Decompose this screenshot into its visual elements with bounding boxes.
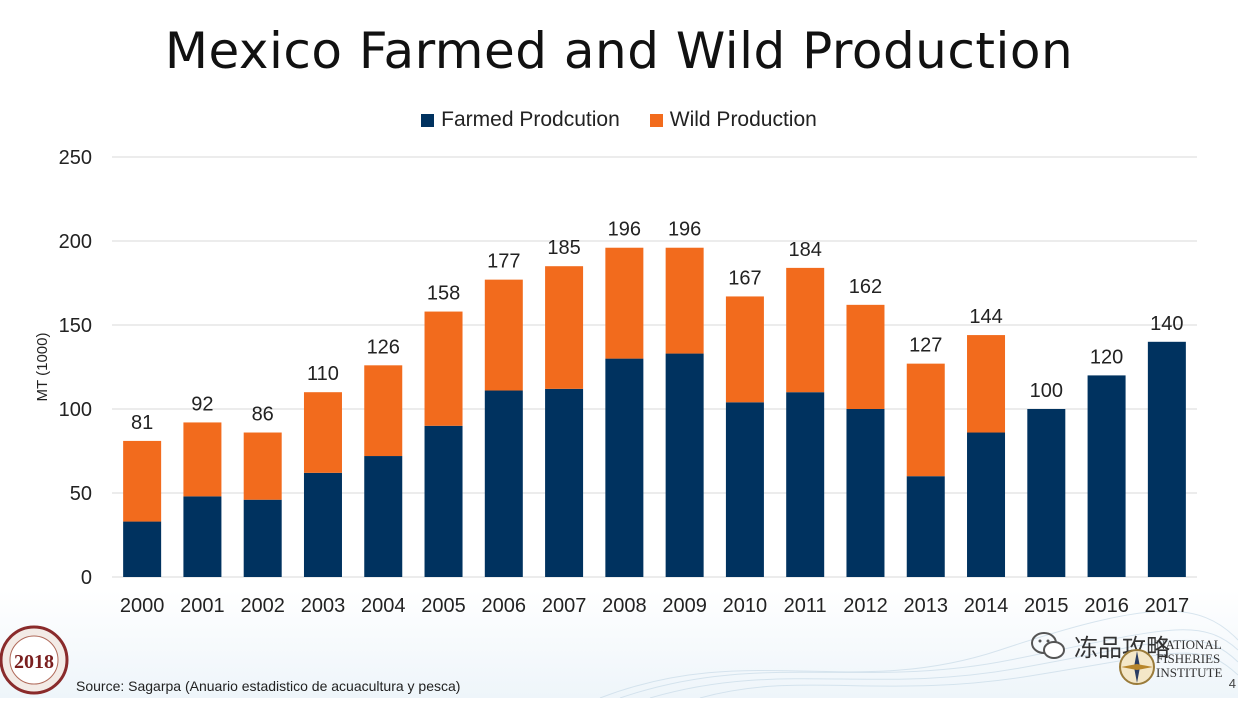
source-note: Source: Sagarpa (Anuario estadistico de …	[76, 678, 461, 694]
bar-wild	[725, 296, 764, 403]
data-label-total: 167	[728, 267, 761, 289]
x-tick-label: 2006	[482, 595, 527, 617]
bar-farmed	[243, 499, 282, 577]
y-tick-label: 100	[59, 399, 92, 421]
bar-farmed	[967, 432, 1006, 577]
bar-wild	[605, 247, 644, 359]
x-tick-label: 2017	[1145, 595, 1190, 617]
bar-farmed	[846, 409, 885, 577]
y-tick-label: 150	[59, 315, 92, 337]
y-tick-label: 250	[59, 147, 92, 169]
bar-farmed	[484, 390, 523, 577]
data-label-total: 140	[1150, 313, 1183, 335]
x-tick-label: 2009	[662, 595, 707, 617]
x-tick-label: 2010	[723, 595, 768, 617]
bar-wild	[665, 247, 704, 354]
data-label-total: 81	[131, 412, 153, 434]
x-tick-label: 2005	[421, 595, 466, 617]
data-label-total: 126	[367, 336, 400, 358]
data-label-total: 184	[789, 239, 822, 261]
institute-badge	[1118, 645, 1156, 694]
bar-farmed	[605, 358, 644, 577]
bar-farmed	[725, 402, 764, 577]
x-tick-label: 2016	[1084, 595, 1129, 617]
x-tick-label: 2000	[120, 595, 165, 617]
bar-farmed	[1087, 375, 1126, 577]
bar-wild	[303, 392, 342, 473]
bar-wild	[484, 279, 523, 391]
legend-label-wild: Wild Production	[669, 108, 817, 131]
bar-farmed	[123, 521, 162, 577]
data-label-total: 177	[487, 251, 520, 273]
data-label-total: 196	[668, 219, 701, 241]
bar-farmed	[364, 456, 403, 577]
page-number: 4	[1228, 676, 1236, 691]
x-tick-label: 2013	[904, 595, 949, 617]
bar-farmed	[183, 496, 222, 577]
bar-wild	[906, 363, 945, 477]
bar-farmed	[1027, 409, 1066, 577]
bar-farmed	[303, 472, 342, 577]
bar-wild	[183, 422, 222, 497]
bar-farmed	[665, 353, 704, 577]
bar-farmed	[424, 425, 463, 577]
data-label-total: 92	[191, 393, 213, 415]
legend-swatch-farmed	[421, 113, 435, 127]
data-label-total: 144	[969, 306, 1002, 328]
x-tick-label: 2008	[602, 595, 647, 617]
data-label-total: 127	[909, 335, 942, 357]
bar-farmed	[786, 392, 825, 577]
chart-legend: Farmed Prodcution Wild Production	[0, 108, 1238, 132]
conference-logo: 2018	[0, 622, 76, 703]
wechat-icon	[1031, 631, 1065, 659]
institute-logo-text: NATIONAL FISHERIES INSTITUTE	[1156, 638, 1238, 680]
x-tick-label: 2011	[784, 595, 827, 617]
bar-wild	[786, 267, 825, 393]
bar-wild	[967, 335, 1006, 433]
institute-line-1: NATIONAL	[1156, 637, 1222, 652]
y-axis-label: MT (1000)	[34, 333, 51, 402]
bar-chart: 0 50 100 150 200 250 MT (1000) 81 2000 92 2001 86 20…	[34, 147, 1197, 617]
conference-seal-icon: 2018	[0, 625, 69, 695]
data-label-total: 158	[427, 283, 460, 305]
x-tick-label: 2002	[240, 595, 285, 617]
data-label-total: 100	[1030, 380, 1063, 402]
data-label-total: 185	[547, 237, 580, 259]
data-label-total: 162	[849, 276, 882, 298]
legend-swatch-wild	[649, 113, 663, 127]
institute-line-2: FISHERIES	[1156, 651, 1221, 666]
x-tick-label: 2014	[964, 595, 1009, 617]
svg-text:2018: 2018	[14, 651, 54, 673]
legend-item-wild: Wild Production	[649, 108, 817, 132]
x-tick-label: 2012	[843, 595, 888, 617]
y-tick-label: 200	[59, 231, 92, 253]
institute-line-3: INSTITUTE	[1156, 665, 1223, 680]
bar-wild	[364, 365, 403, 457]
bar-farmed	[906, 476, 945, 577]
watermark: 冻品攻略	[1030, 628, 1170, 663]
bar-wild	[424, 311, 463, 426]
x-tick-label: 2001	[180, 595, 225, 617]
bar-wild	[243, 432, 282, 500]
x-tick-label: 2003	[301, 595, 346, 617]
chart-title: Mexico Farmed and Wild Production	[164, 22, 1074, 80]
bar-wild	[545, 266, 584, 389]
data-label-total: 110	[307, 363, 339, 385]
data-label-total: 196	[608, 219, 641, 241]
bar-wild	[846, 304, 885, 409]
data-label-total: 120	[1090, 346, 1123, 368]
y-tick-label: 0	[81, 567, 92, 589]
bar-wild	[123, 440, 162, 522]
x-tick-label: 2015	[1024, 595, 1069, 617]
legend-label-farmed: Farmed Prodcution	[441, 108, 620, 131]
legend-item-farmed: Farmed Prodcution	[421, 108, 620, 132]
x-tick-label: 2007	[542, 595, 587, 617]
bar-farmed	[1147, 341, 1186, 577]
data-label-total: 86	[252, 404, 274, 426]
y-tick-label: 50	[70, 483, 92, 505]
compass-badge-icon	[1119, 649, 1155, 685]
x-tick-label: 2004	[361, 595, 406, 617]
bar-farmed	[545, 388, 584, 577]
